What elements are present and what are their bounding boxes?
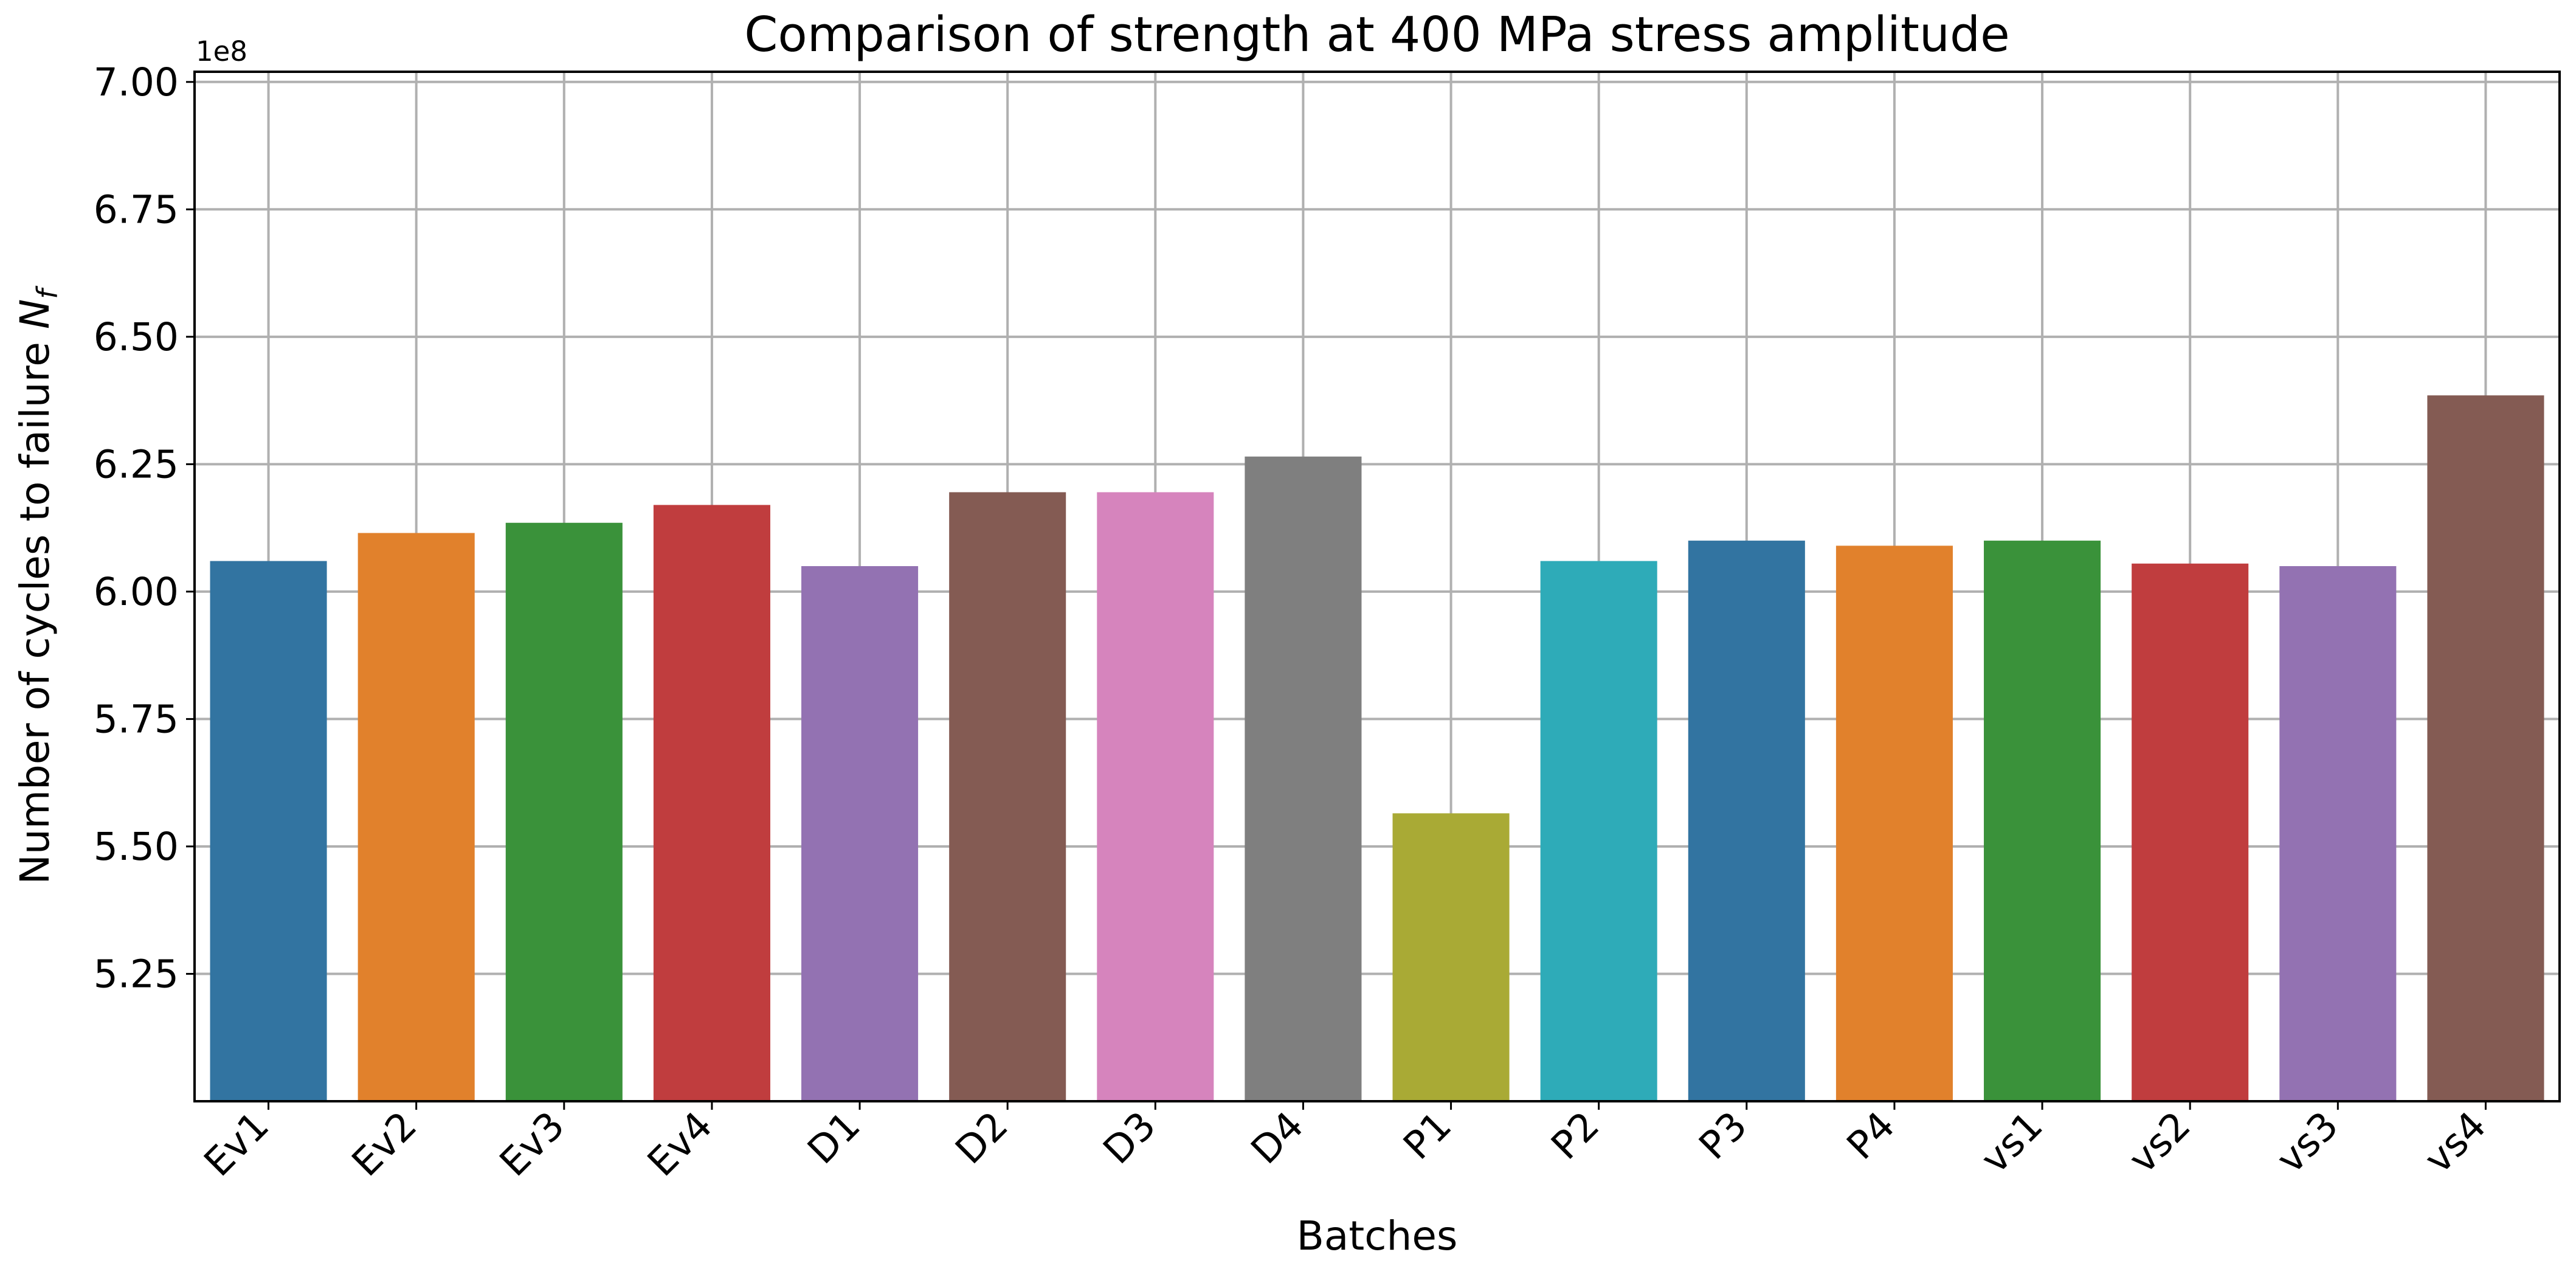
x-tick-label: P3 [1691,1103,1756,1168]
y-axis-label-subscript: f [31,286,64,299]
x-axis-label: Batches [1297,1213,1458,1259]
bar-vs2 [2132,563,2249,1101]
bar-ev3 [505,522,623,1101]
x-tick-label: vs1 [1972,1103,2051,1182]
bar-p4 [1835,545,1953,1101]
y-axis-label-main: Number of cycles to failure [12,329,58,884]
x-tick-label: P2 [1542,1103,1607,1168]
x-tick-label: vs4 [2416,1103,2495,1182]
bar-d3 [1097,492,1214,1101]
x-tick-label: D1 [799,1103,868,1172]
bar-p2 [1540,561,1657,1101]
bar-vs1 [1984,541,2101,1101]
x-tick-label: D4 [1243,1103,1312,1172]
y-tick-label: 6.00 [94,570,179,614]
x-tick-label: P4 [1839,1103,1904,1168]
x-tick-label: Ev2 [344,1103,425,1185]
x-tick-label: Ev4 [639,1103,720,1185]
x-tick-label: D3 [1095,1103,1164,1172]
y-tick-label: 6.50 [94,315,179,359]
x-tick-label: P1 [1395,1103,1460,1168]
y-tick-label: 6.25 [94,442,179,486]
y-tick-label: 5.25 [94,952,179,996]
bar-p3 [1688,541,1805,1101]
x-tick-label: vs2 [2120,1103,2199,1182]
bar-vs4 [2427,395,2544,1101]
y-tick-label: 6.75 [94,187,179,232]
bar-ev4 [653,505,770,1101]
y-tick-label: 5.75 [94,697,179,741]
x-tick-label: D2 [947,1103,1017,1172]
bar-d1 [801,566,919,1101]
bar-p1 [1392,813,1510,1101]
x-tick-label: vs3 [2268,1103,2347,1182]
plot-frame [193,71,2561,1102]
y-axis-label-symbol: N [12,299,58,329]
y-tick-label: 7.00 [94,60,179,105]
x-tick-label: Ev3 [491,1103,573,1185]
y-axis-label: Number of cycles to failure Nf [12,286,64,885]
bar-d4 [1245,456,1362,1101]
y-offset-text: 1e8 [196,35,247,67]
bar-d2 [949,492,1066,1101]
bar-ev1 [210,561,327,1101]
y-tick-label: 5.50 [94,825,179,869]
chart-title: Comparison of strength at 400 MPa stress… [744,7,2010,63]
bars [210,395,2544,1101]
bar-vs3 [2279,566,2397,1101]
x-tick-label: Ev1 [196,1103,277,1185]
bar-ev2 [357,533,475,1101]
